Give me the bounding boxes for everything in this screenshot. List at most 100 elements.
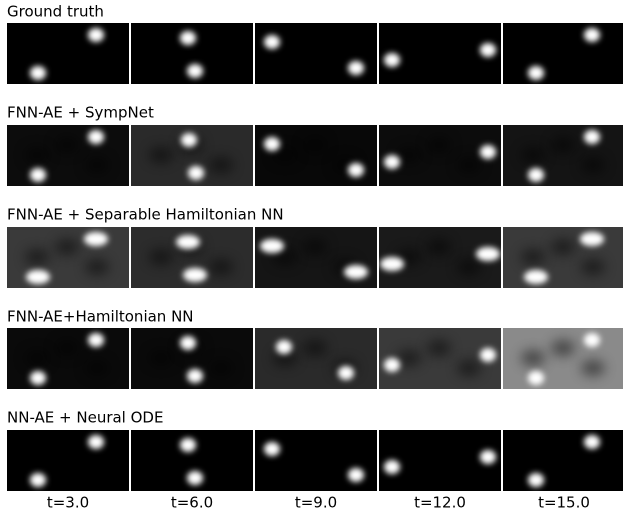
panel-content xyxy=(131,23,253,84)
image-panel xyxy=(503,23,623,84)
artifact xyxy=(397,350,421,366)
artifact xyxy=(581,360,605,376)
panel-content xyxy=(7,328,129,389)
panel-content xyxy=(255,227,377,288)
panel-content xyxy=(255,328,377,389)
artifact xyxy=(25,350,49,366)
ball xyxy=(187,64,203,78)
artifact xyxy=(209,360,233,376)
artifact xyxy=(581,259,605,275)
ball xyxy=(264,35,280,49)
artifact xyxy=(303,137,327,153)
artifact xyxy=(25,249,49,265)
image-panel xyxy=(131,23,253,84)
image-panel xyxy=(255,430,377,491)
ball xyxy=(480,43,496,57)
ball xyxy=(264,442,280,456)
image-panel xyxy=(379,23,501,84)
artifact xyxy=(85,360,109,376)
ball xyxy=(584,333,600,347)
ball xyxy=(176,235,200,249)
ball xyxy=(30,371,46,385)
panel-content xyxy=(131,430,253,491)
artifact xyxy=(209,259,233,275)
artifact xyxy=(303,239,327,255)
artifact xyxy=(427,239,451,255)
artifact xyxy=(55,137,79,153)
page: Ground truthFNN-AE + SympNetFNN-AE + Sep… xyxy=(0,0,623,514)
image-panel xyxy=(7,227,129,288)
panel-content xyxy=(503,23,623,84)
artifact xyxy=(85,259,109,275)
ball xyxy=(480,145,496,159)
artifact xyxy=(457,259,481,275)
image-panel xyxy=(503,227,623,288)
image-panel xyxy=(255,23,377,84)
panel-content xyxy=(379,23,501,84)
ball xyxy=(528,473,544,487)
ball xyxy=(88,333,104,347)
image-panel xyxy=(7,430,129,491)
panel-background xyxy=(503,430,623,491)
image-panel xyxy=(7,125,129,186)
panel-content xyxy=(7,430,129,491)
row-title: FNN-AE + Separable Hamiltonian NN xyxy=(7,206,284,224)
ball xyxy=(480,348,496,362)
image-panel xyxy=(379,227,501,288)
ball xyxy=(480,450,496,464)
panel-background xyxy=(503,23,623,84)
panel-content xyxy=(7,23,129,84)
artifact xyxy=(55,340,79,356)
ball xyxy=(180,31,196,45)
ball xyxy=(30,66,46,80)
ball xyxy=(528,168,544,182)
ball xyxy=(183,268,207,282)
image-panel xyxy=(131,430,253,491)
image-panel xyxy=(379,328,501,389)
ball xyxy=(188,166,204,180)
panel-content xyxy=(379,430,501,491)
ball xyxy=(264,137,280,151)
panel-content xyxy=(255,23,377,84)
image-panel xyxy=(379,430,501,491)
ball xyxy=(384,358,400,372)
artifact xyxy=(521,147,545,163)
image-panel xyxy=(131,125,253,186)
artifact xyxy=(521,249,545,265)
panel-content xyxy=(503,430,623,491)
ball xyxy=(187,471,203,485)
artifact xyxy=(457,360,481,376)
ball xyxy=(584,435,600,449)
image-panel xyxy=(379,125,501,186)
panel-content xyxy=(131,328,253,389)
ball xyxy=(528,66,544,80)
panel-content xyxy=(131,125,253,186)
artifact xyxy=(521,350,545,366)
artifact xyxy=(397,147,421,163)
ball xyxy=(260,239,284,253)
column-label: t=3.0 xyxy=(47,494,89,512)
panel-content xyxy=(503,227,623,288)
image-panel xyxy=(131,328,253,389)
ball xyxy=(348,61,364,75)
ball xyxy=(384,53,400,67)
image-panel xyxy=(131,227,253,288)
ball xyxy=(584,130,600,144)
panel-background xyxy=(7,430,129,491)
panel-content xyxy=(7,125,129,186)
image-panel xyxy=(503,430,623,491)
image-panel xyxy=(7,23,129,84)
figure: Ground truthFNN-AE + SympNetFNN-AE + Sep… xyxy=(0,0,623,514)
artifact xyxy=(149,147,173,163)
column-label: t=15.0 xyxy=(538,494,590,512)
ball xyxy=(338,366,354,380)
artifact xyxy=(25,147,49,163)
ball xyxy=(476,247,500,261)
panel-content xyxy=(503,125,623,186)
ball xyxy=(276,340,292,354)
artifact xyxy=(427,340,451,356)
artifact xyxy=(551,340,575,356)
panel-content xyxy=(503,328,623,389)
panel-background xyxy=(503,328,623,389)
ball xyxy=(88,435,104,449)
